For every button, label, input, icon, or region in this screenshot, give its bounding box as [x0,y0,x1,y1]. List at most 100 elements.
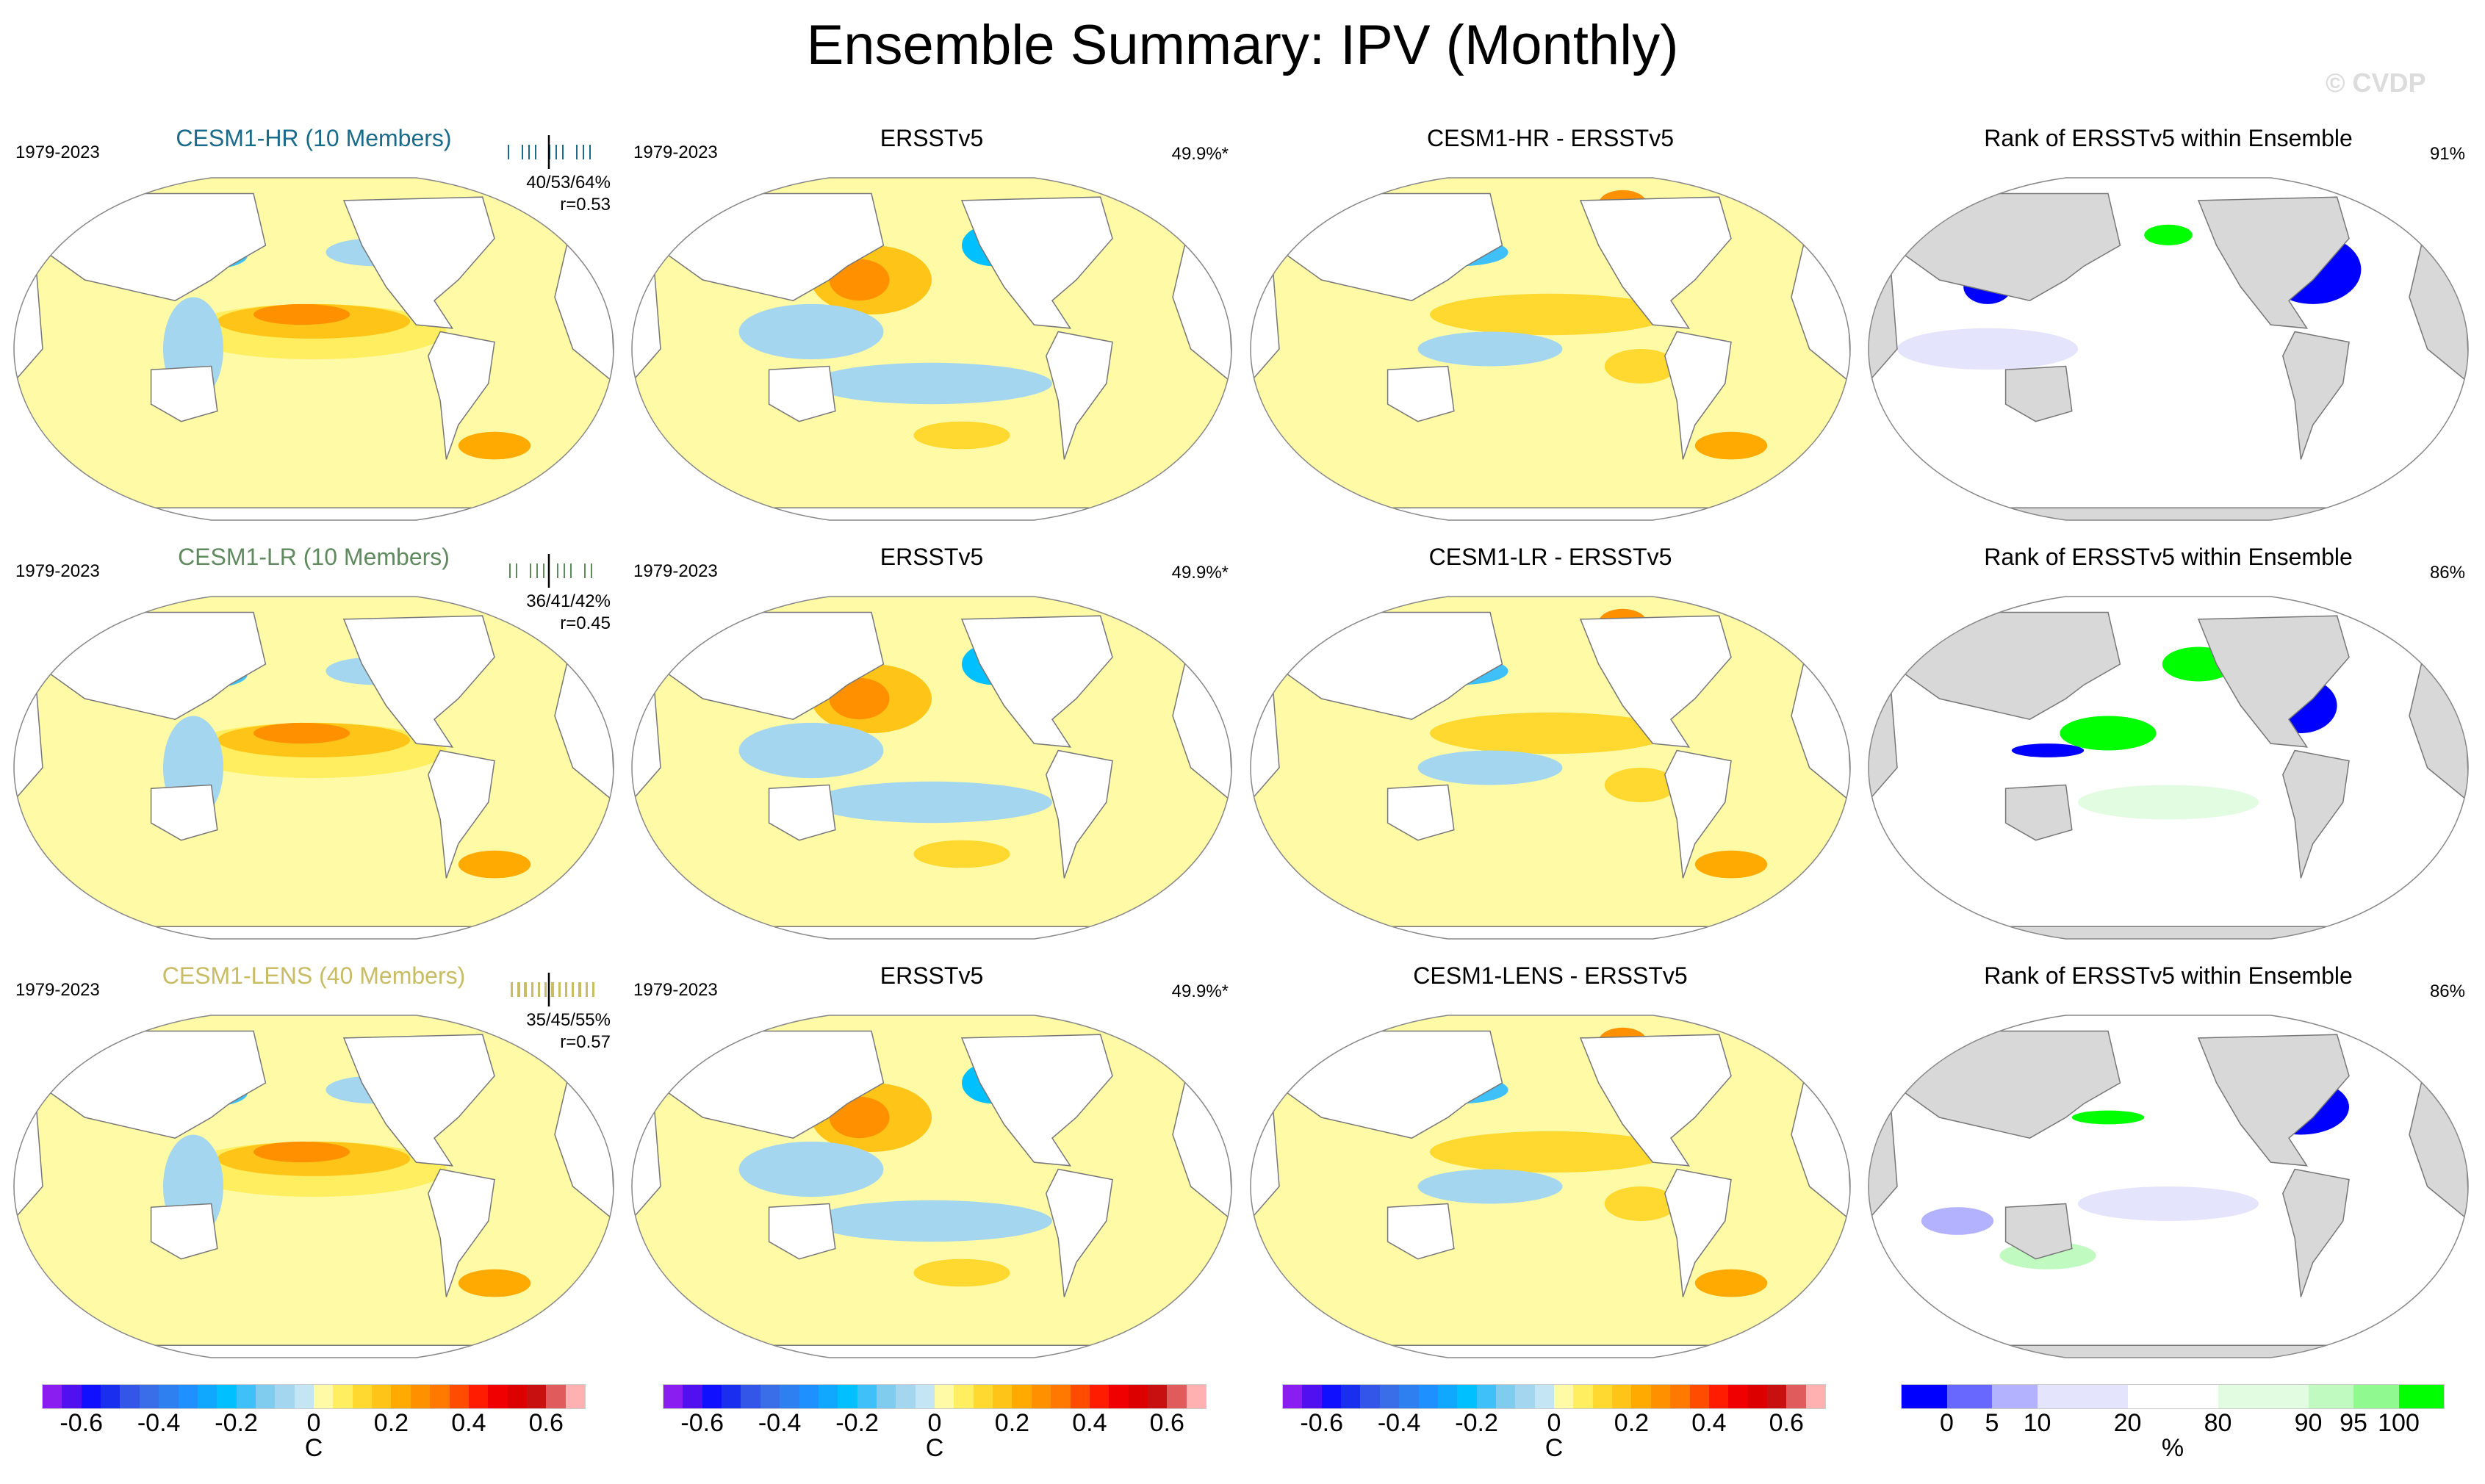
colorbar-swatch [1592,1385,1613,1408]
colorbar-swatch [255,1385,276,1408]
colorbar-swatch [1051,1385,1071,1408]
colorbar-swatch [2127,1385,2218,1408]
colorbar-tick-label: 0.2 [994,1409,1030,1437]
anomaly-region [253,303,350,325]
landmass [960,1034,1113,1167]
landmass [150,784,218,841]
landmass [1309,507,1792,520]
colorbar-tick-label: 0 [1547,1409,1561,1437]
colorbar-tick-label: -0.4 [1377,1409,1421,1437]
rank-map [1868,1015,2469,1358]
colorbar-swatch [1805,1385,1826,1408]
colorbar-swatch [410,1385,431,1408]
anomaly-region [253,722,350,744]
obs-period-label: 1979-2023 [633,980,718,1000]
colorbar-swatch [683,1385,702,1408]
difference-map [1250,177,1851,521]
colorbar-tick-label: 0.2 [373,1409,409,1437]
colorbar-unit: C [304,1434,323,1462]
anomaly-region [1694,850,1768,879]
anomaly-colorbar [42,1384,586,1409]
colorbar-swatch [352,1385,373,1408]
colorbar-tick-label: 0.6 [1149,1409,1184,1437]
anomaly-region [1694,1269,1768,1297]
colorbar-ticks: -0.6 -0.4 -0.2 0 0.2 0.4 0.6 [1283,1409,1825,1438]
landmass [72,507,555,520]
anomaly-region [1417,1169,1563,1204]
map-outline [1250,177,1851,521]
obs-anomaly-map [631,596,1232,940]
colorbar-swatch [1321,1385,1342,1408]
colorbar-swatch [1689,1385,1709,1408]
period-label: 1979-2023 [15,561,100,581]
landmass [1046,331,1113,460]
colorbar-swatch [178,1385,198,1408]
landmass [1272,192,1503,301]
colorbar-swatch [818,1385,838,1408]
colorbar-swatch [1167,1385,1187,1408]
colorbar-tick-label: 5 [1985,1409,1999,1437]
colorbar-tick-label: 0 [1940,1409,1954,1437]
anomaly-region [2078,785,2259,820]
colorbar-swatch [2308,1385,2353,1408]
colorbar-swatch [799,1385,819,1408]
colorbar-swatch [838,1385,857,1408]
obs-anomaly-map [631,177,1232,521]
anomaly-region [1417,750,1563,785]
obs-period-label: 1979-2023 [633,561,718,581]
colorbar-swatch [1476,1385,1496,1408]
pattern-correlation: r=0.45 [560,613,611,633]
model-title: CESM1-HR (10 Members) [176,125,452,151]
landmass [2004,1203,2073,1260]
colorbar-tick-label: -0.6 [680,1409,724,1437]
anomaly-colorbar [663,1384,1206,1409]
landmass [1664,1168,1732,1297]
landmass [35,192,267,301]
difference-map [1250,1015,1851,1358]
anomaly-region [1897,328,2078,370]
colorbar-swatch [1708,1385,1729,1408]
colorbar-swatch [993,1385,1013,1408]
colorbar-tick-label: 0.4 [1691,1409,1727,1437]
colorbar-tick-label: -0.6 [1300,1409,1343,1437]
map-outline [1868,1015,2469,1358]
colorbar-swatch [159,1385,179,1408]
colorbar-ticks: -0.6 -0.4 -0.2 0 0.2 0.4 0.6 [43,1409,585,1438]
colorbar-tick-label: 0.2 [1614,1409,1650,1437]
landmass [768,1203,836,1260]
colorbar-swatch [1341,1385,1361,1408]
colorbar-swatch [1283,1385,1303,1408]
map-outline [631,1015,1232,1358]
landmass [150,1203,218,1260]
anomaly-region [1430,712,1671,754]
colorbar-unit: C [925,1434,944,1462]
colorbar-swatch [449,1385,469,1408]
landmass [1664,749,1732,879]
landmass [1927,1344,2410,1358]
colorbar-swatch [1534,1385,1555,1408]
colorbar-tick-label: 10 [2023,1409,2051,1437]
colorbar-swatch [876,1385,896,1408]
colorbar-tick-label: 0.4 [1072,1409,1107,1437]
landmass [768,784,836,841]
anomaly-region [1694,431,1768,460]
colorbar-swatch [565,1385,586,1408]
map-outline [1868,177,2469,521]
period-label: 1979-2023 [15,143,100,162]
colorbar-swatch [43,1385,62,1408]
colorbar-swatch [2353,1385,2399,1408]
landmass [2282,749,2350,879]
landmass [72,926,555,939]
difference-title: CESM1-LR - ERSSTv5 [1428,544,1672,570]
landmass [1579,1034,1732,1167]
colorbar-ticks: 0 5 10 20 80 90 95 100 [1902,1409,2444,1438]
rank-colorbar [1901,1384,2445,1409]
landmass [428,331,495,460]
colorbar-swatch [488,1385,508,1408]
landmass [342,615,495,748]
colorbar-swatch [1747,1385,1767,1408]
obs-variance-pct: 49.9%* [1171,981,1229,1001]
landmass [428,749,495,879]
colorbar-swatch [391,1385,411,1408]
panel-rank-row2: Rank of ERSSTv5 within Ensemble 86% [1867,544,2470,955]
